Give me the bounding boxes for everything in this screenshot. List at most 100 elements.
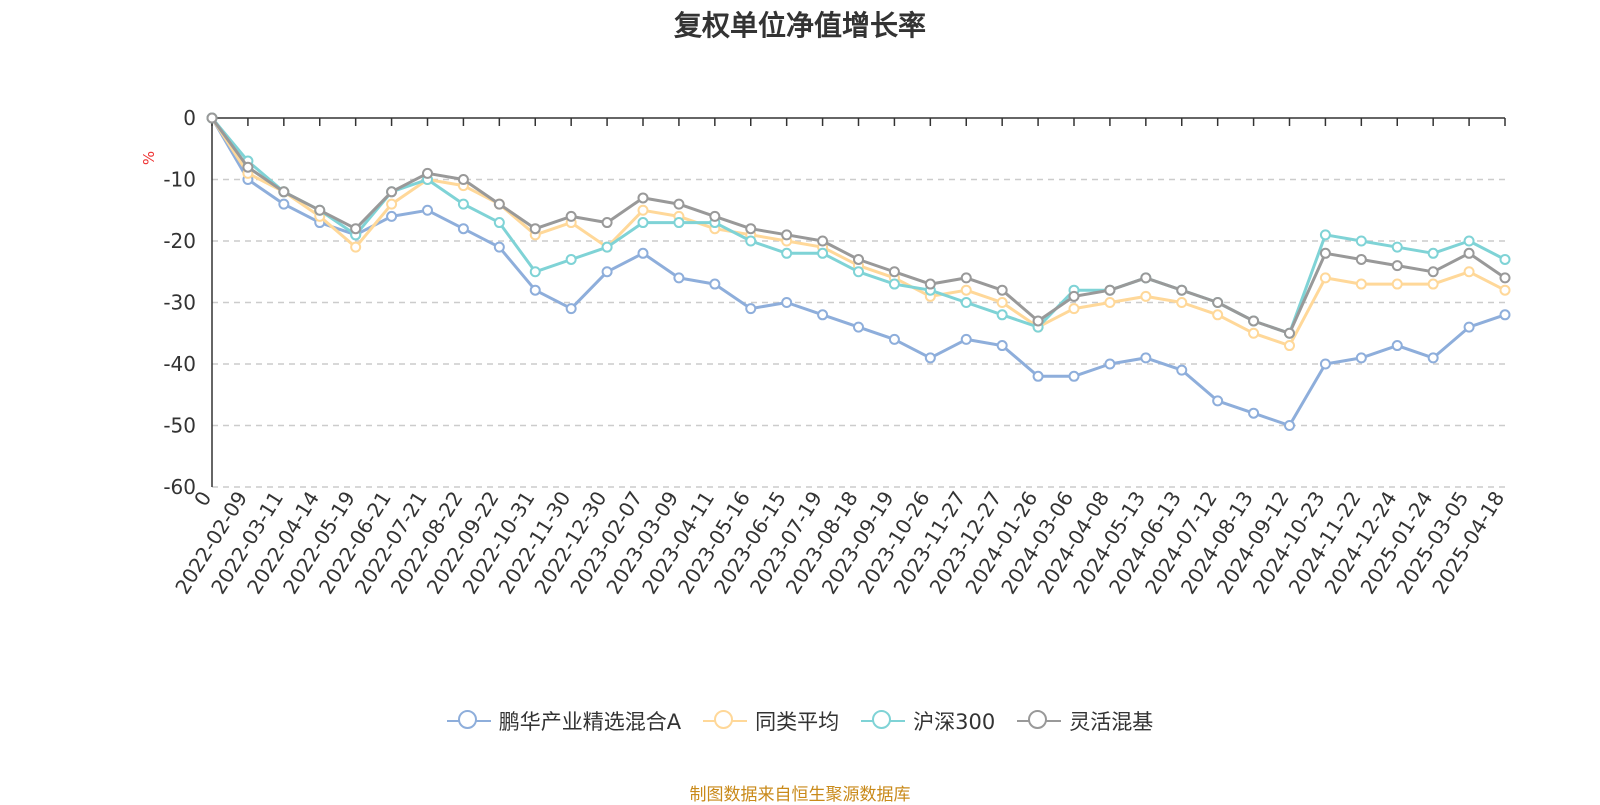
data-point <box>1355 278 1367 290</box>
data-point <box>565 210 577 222</box>
data-point <box>1427 278 1439 290</box>
data-point <box>1319 229 1331 241</box>
y-tick-label: -10 <box>163 168 196 192</box>
data-point <box>637 217 649 229</box>
data-point <box>1068 290 1080 302</box>
x-tick-label: 0 <box>189 487 216 511</box>
series-lines <box>206 112 1511 431</box>
data-point <box>529 266 541 278</box>
data-point <box>457 223 469 235</box>
data-point <box>673 272 685 284</box>
legend-marker-icon <box>446 709 491 733</box>
y-tick-label: -30 <box>163 291 196 315</box>
data-point <box>817 247 829 259</box>
data-point <box>1427 266 1439 278</box>
data-point <box>278 186 290 198</box>
data-point <box>206 112 218 124</box>
data-point <box>1176 284 1188 296</box>
data-point <box>888 278 900 290</box>
data-point <box>1391 278 1403 290</box>
legend-marker-icon <box>703 709 748 733</box>
legend-label: 灵活混基 <box>1069 710 1154 734</box>
data-point <box>960 284 972 296</box>
data-point <box>386 210 398 222</box>
data-point <box>493 198 505 210</box>
chart-title: 复权单位净值增长率 <box>673 9 926 42</box>
legend-item[interactable]: 沪深300 <box>861 706 995 736</box>
data-point <box>457 174 469 185</box>
data-point <box>996 284 1008 296</box>
data-point <box>386 198 398 210</box>
data-point <box>709 210 721 222</box>
legend-marker-icon <box>861 709 906 733</box>
data-point <box>1391 241 1403 253</box>
data-point <box>1463 235 1475 247</box>
legend-label: 沪深300 <box>913 710 996 734</box>
legend-item[interactable]: 同类平均 <box>703 706 839 736</box>
y-tick-label: 0 <box>183 106 196 130</box>
data-point <box>817 235 829 247</box>
series-line <box>210 117 1506 348</box>
data-point <box>1355 253 1367 265</box>
data-point <box>1284 420 1295 431</box>
data-point <box>1319 272 1331 284</box>
legend-label: 鹏华产业精选混合A <box>498 710 682 734</box>
legend-label: 同类平均 <box>755 710 840 734</box>
grid-lines <box>212 178 1505 488</box>
data-point <box>242 161 254 173</box>
data-point <box>1140 272 1152 284</box>
legend-item[interactable]: 鹏华产业精选混合A <box>446 706 682 736</box>
data-point <box>1427 247 1439 259</box>
legend-item[interactable]: 灵活混基 <box>1017 706 1153 736</box>
data-point <box>422 204 433 216</box>
data-point <box>1427 352 1439 364</box>
data-point <box>457 198 469 210</box>
data-point <box>781 229 793 241</box>
data-point <box>853 266 864 278</box>
data-point <box>888 266 900 278</box>
data-point <box>1068 303 1080 315</box>
data-point <box>781 297 793 308</box>
legend-marker-icon <box>1017 709 1062 733</box>
axes <box>211 117 1506 487</box>
data-point <box>924 352 936 364</box>
data-point <box>565 303 577 315</box>
data-point <box>601 217 613 229</box>
data-point <box>1104 358 1116 370</box>
data-point <box>1391 260 1403 272</box>
data-point <box>996 340 1008 352</box>
data-point <box>1463 247 1475 259</box>
data-point <box>1499 253 1511 265</box>
data-point <box>1284 327 1295 339</box>
data-point <box>314 204 326 216</box>
data-point <box>493 217 505 229</box>
data-point <box>1463 321 1475 333</box>
data-point <box>1499 272 1511 284</box>
data-point <box>1499 284 1511 296</box>
data-point <box>1140 290 1152 302</box>
data-point <box>601 266 613 278</box>
data-point <box>1140 352 1152 364</box>
data-point <box>745 223 757 235</box>
data-point <box>529 284 541 296</box>
data-point <box>924 278 936 290</box>
data-point <box>817 309 829 321</box>
data-point <box>422 167 433 179</box>
y-tick-label: -50 <box>163 414 196 438</box>
data-point <box>673 198 685 210</box>
data-point <box>529 223 541 235</box>
data-point <box>1104 297 1116 308</box>
data-point <box>1104 284 1116 296</box>
data-point <box>960 333 972 345</box>
data-point <box>996 297 1008 308</box>
data-point <box>1319 358 1331 370</box>
data-point <box>1499 309 1511 321</box>
data-point <box>1284 340 1295 352</box>
data-point <box>888 333 900 345</box>
data-point <box>637 204 649 216</box>
data-point <box>853 321 864 333</box>
data-point <box>781 247 793 259</box>
data-point <box>1212 309 1224 321</box>
data-point <box>745 303 757 315</box>
